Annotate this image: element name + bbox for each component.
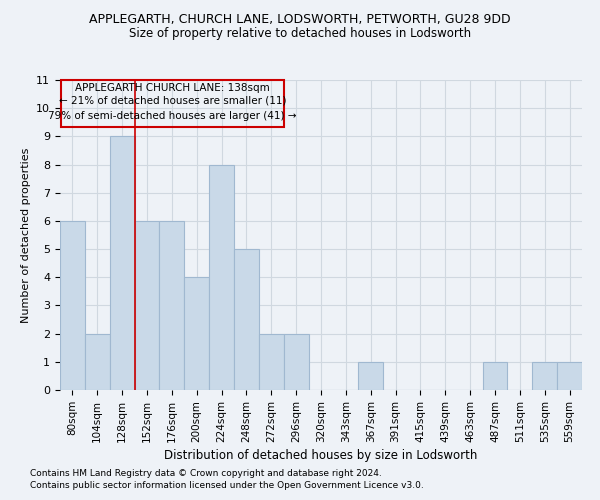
Bar <box>85 334 110 390</box>
X-axis label: Distribution of detached houses by size in Lodsworth: Distribution of detached houses by size … <box>164 449 478 462</box>
Bar <box>532 362 557 390</box>
Bar <box>209 164 234 390</box>
Bar <box>557 362 582 390</box>
Bar <box>60 221 85 390</box>
Text: APPLEGARTH CHURCH LANE: 138sqm: APPLEGARTH CHURCH LANE: 138sqm <box>75 83 270 93</box>
Bar <box>259 334 284 390</box>
Bar <box>134 221 160 390</box>
Text: ← 21% of detached houses are smaller (11): ← 21% of detached houses are smaller (11… <box>59 96 286 106</box>
Bar <box>110 136 134 390</box>
Text: Contains HM Land Registry data © Crown copyright and database right 2024.: Contains HM Land Registry data © Crown c… <box>30 468 382 477</box>
Text: 79% of semi-detached houses are larger (41) →: 79% of semi-detached houses are larger (… <box>48 111 297 121</box>
Bar <box>184 278 209 390</box>
Bar <box>284 334 308 390</box>
Y-axis label: Number of detached properties: Number of detached properties <box>21 148 31 322</box>
Text: Contains public sector information licensed under the Open Government Licence v3: Contains public sector information licen… <box>30 481 424 490</box>
Bar <box>160 221 184 390</box>
Bar <box>234 249 259 390</box>
Text: Size of property relative to detached houses in Lodsworth: Size of property relative to detached ho… <box>129 28 471 40</box>
Text: APPLEGARTH, CHURCH LANE, LODSWORTH, PETWORTH, GU28 9DD: APPLEGARTH, CHURCH LANE, LODSWORTH, PETW… <box>89 12 511 26</box>
Bar <box>358 362 383 390</box>
Bar <box>482 362 508 390</box>
